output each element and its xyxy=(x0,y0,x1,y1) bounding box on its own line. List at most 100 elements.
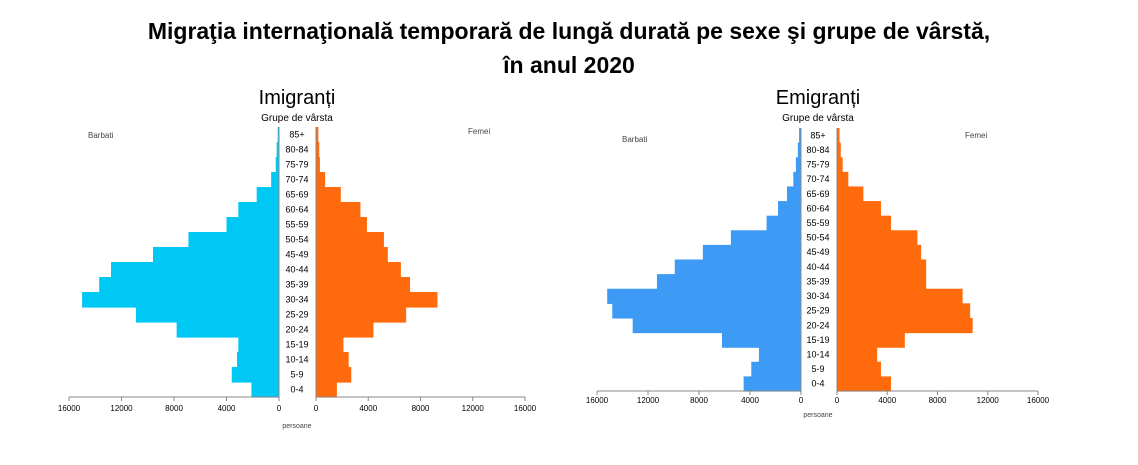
bar-barbati-0-4 xyxy=(743,376,801,392)
age-label-40-44: 40-44 xyxy=(806,262,829,272)
tick-label-right-16000: 16000 xyxy=(514,404,537,413)
bar-femei-65-69 xyxy=(837,186,864,202)
bar-barbati-85+ xyxy=(277,127,279,143)
x-axis-unit-label: persoane xyxy=(803,412,832,419)
bar-barbati-80-84 xyxy=(797,142,801,158)
age-label-70-74: 70-74 xyxy=(806,174,829,184)
bar-barbati-30-34 xyxy=(607,288,801,304)
age-label-80-84: 80-84 xyxy=(806,145,829,155)
bar-barbati-5-9 xyxy=(751,361,801,377)
bar-barbati-25-29 xyxy=(135,307,279,323)
bar-femei-40-44 xyxy=(837,259,927,275)
bar-femei-50-54 xyxy=(316,232,384,248)
age-label-10-14: 10-14 xyxy=(806,349,829,359)
bar-barbati-5-9 xyxy=(231,367,279,383)
pyramid-title: Imigranți xyxy=(259,87,336,109)
bar-barbati-0-4 xyxy=(251,382,279,398)
age-label-55-59: 55-59 xyxy=(806,218,829,228)
tick-label-left-8000: 8000 xyxy=(690,396,708,405)
age-label-5-9: 5-9 xyxy=(811,364,824,374)
age-label-85+: 85+ xyxy=(289,130,304,140)
pyramid-imigranti: Imigranți Grupe de vârsta Barbati Femei 85+ 8… xyxy=(58,87,537,430)
left-series-label: Barbati xyxy=(88,131,114,140)
bar-femei-80-84 xyxy=(837,142,841,158)
bar-barbati-80-84 xyxy=(276,142,279,158)
age-label-85+: 85+ xyxy=(810,130,825,140)
age-label-30-34: 30-34 xyxy=(285,295,308,305)
bar-femei-30-34 xyxy=(837,288,963,304)
age-label-70-74: 70-74 xyxy=(285,175,308,185)
bar-femei-40-44 xyxy=(316,262,401,278)
bar-barbati-70-74 xyxy=(793,171,801,188)
bar-barbati-70-74 xyxy=(271,172,279,188)
bar-femei-45-49 xyxy=(316,247,388,263)
bar-femei-15-19 xyxy=(837,332,905,348)
chart-main-title: Migraţia internaţională temporară de lun… xyxy=(0,14,1138,82)
bar-femei-60-64 xyxy=(837,201,881,217)
bar-femei-55-59 xyxy=(316,217,367,233)
age-label-50-54: 50-54 xyxy=(285,235,308,245)
bar-femei-0-4 xyxy=(837,376,892,392)
bar-femei-35-39 xyxy=(316,277,411,293)
chart-main-title-line2: în anul 2020 xyxy=(503,52,635,78)
tick-label-right-0: 0 xyxy=(314,404,319,413)
tick-label-left-0: 0 xyxy=(799,396,804,405)
bar-barbati-15-19 xyxy=(721,332,801,348)
bar-barbati-75-79 xyxy=(275,157,279,173)
bar-femei-60-64 xyxy=(316,202,361,218)
bar-barbati-45-49 xyxy=(702,244,801,261)
bar-barbati-20-24 xyxy=(632,317,801,334)
bar-barbati-75-79 xyxy=(795,157,801,173)
age-label-80-84: 80-84 xyxy=(285,145,308,155)
bar-barbati-40-44 xyxy=(674,259,801,275)
age-label-55-59: 55-59 xyxy=(285,220,308,230)
bar-femei-70-74 xyxy=(316,172,326,188)
tick-label-right-8000: 8000 xyxy=(929,396,947,405)
bar-barbati-30-34 xyxy=(82,292,279,308)
bar-barbati-55-59 xyxy=(766,215,801,231)
age-label-25-29: 25-29 xyxy=(285,310,308,320)
bar-femei-70-74 xyxy=(837,171,849,188)
age-label-20-24: 20-24 xyxy=(285,325,308,335)
tick-label-left-4000: 4000 xyxy=(218,404,236,413)
bar-femei-75-79 xyxy=(316,157,320,173)
age-label-0-4: 0-4 xyxy=(811,379,824,389)
bar-femei-85+ xyxy=(837,128,840,144)
bar-barbati-40-44 xyxy=(111,262,279,278)
bar-femei-25-29 xyxy=(837,303,971,319)
bar-barbati-50-54 xyxy=(730,230,801,246)
bar-femei-5-9 xyxy=(837,361,881,377)
age-label-25-29: 25-29 xyxy=(806,306,829,316)
bar-femei-20-24 xyxy=(316,322,374,338)
bar-barbati-10-14 xyxy=(758,347,801,363)
tick-label-left-12000: 12000 xyxy=(637,396,660,405)
age-label-5-9: 5-9 xyxy=(290,370,303,380)
age-label-65-69: 65-69 xyxy=(806,189,829,199)
pyramid-emigranti: Emigranți Grupe de vârsta Barbati Femei 85+ 8… xyxy=(586,87,1050,419)
bar-femei-20-24 xyxy=(837,317,973,334)
tick-label-right-8000: 8000 xyxy=(412,404,430,413)
age-label-10-14: 10-14 xyxy=(285,355,308,365)
bar-barbati-85+ xyxy=(799,128,801,144)
bar-femei-85+ xyxy=(316,127,319,143)
bar-femei-45-49 xyxy=(837,244,922,261)
age-label-60-64: 60-64 xyxy=(285,205,308,215)
bar-barbati-15-19 xyxy=(238,337,279,353)
bar-barbati-25-29 xyxy=(612,303,801,319)
bar-barbati-55-59 xyxy=(226,217,279,233)
right-series-label: Femei xyxy=(468,127,490,136)
age-label-20-24: 20-24 xyxy=(806,320,829,330)
age-label-30-34: 30-34 xyxy=(806,291,829,301)
bar-femei-0-4 xyxy=(316,382,337,398)
bar-barbati-60-64 xyxy=(778,201,801,217)
bar-femei-15-19 xyxy=(316,337,344,353)
tick-label-left-12000: 12000 xyxy=(110,404,133,413)
tick-label-right-16000: 16000 xyxy=(1027,396,1050,405)
age-label-65-69: 65-69 xyxy=(285,190,308,200)
bar-femei-50-54 xyxy=(837,230,918,246)
bar-barbati-65-69 xyxy=(256,187,279,203)
age-label-75-79: 75-79 xyxy=(806,160,829,170)
tick-label-right-4000: 4000 xyxy=(359,404,377,413)
bar-femei-10-14 xyxy=(837,347,878,363)
